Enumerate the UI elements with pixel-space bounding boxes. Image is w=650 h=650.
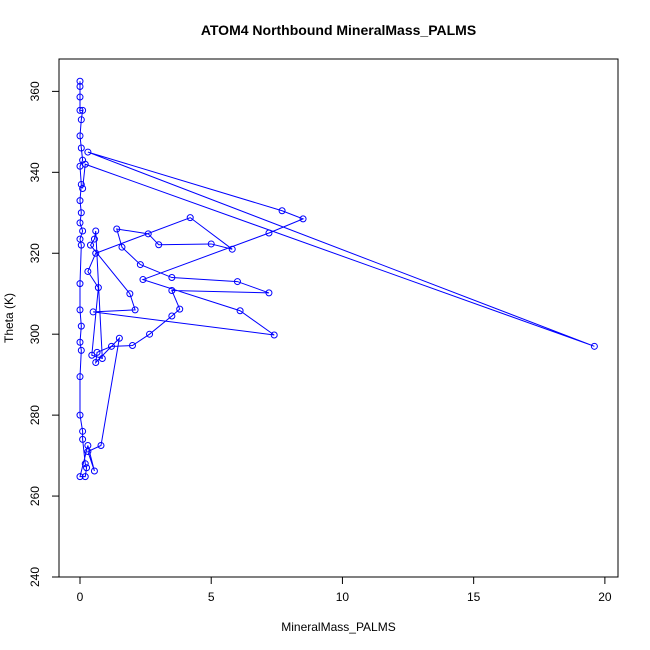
y-tick-label: 340 <box>28 162 42 182</box>
data-point <box>76 411 84 419</box>
data-point <box>76 338 84 346</box>
data-point <box>81 473 89 481</box>
data-point <box>83 464 91 472</box>
x-axis-label: MineralMass_PALMS <box>281 620 395 634</box>
data-point <box>97 441 105 449</box>
data-point <box>79 106 87 114</box>
data-point <box>168 274 176 282</box>
data-point <box>79 185 87 192</box>
data-point <box>84 148 92 156</box>
data-point <box>76 197 84 205</box>
data-point <box>207 240 215 248</box>
x-tick-label: 10 <box>336 590 350 604</box>
data-point <box>139 276 147 284</box>
data-point <box>76 83 84 91</box>
data-point <box>144 230 152 238</box>
data-point <box>168 312 176 320</box>
data-point <box>77 144 85 152</box>
data-point <box>84 448 92 456</box>
data-point <box>115 334 123 342</box>
data-point <box>113 225 121 233</box>
data-point <box>146 330 154 338</box>
data-point <box>76 106 84 114</box>
data-point <box>93 348 101 356</box>
data-point <box>76 132 84 140</box>
x-tick-label: 15 <box>467 590 481 604</box>
x-tick-label: 20 <box>598 590 612 604</box>
data-point <box>94 284 102 292</box>
data-point <box>76 306 84 314</box>
y-tick-label: 260 <box>28 486 42 506</box>
data-point <box>131 306 139 314</box>
data-point <box>228 245 236 253</box>
data-point <box>98 354 106 362</box>
data-point <box>270 331 278 339</box>
y-tick-label: 240 <box>28 567 42 587</box>
y-axis: 240 260 280 300 320 340 360 <box>28 81 60 587</box>
x-axis: 0 5 10 15 20 <box>77 576 612 604</box>
data-point <box>77 180 85 188</box>
y-tick-label: 280 <box>28 405 42 425</box>
data-point <box>128 342 136 350</box>
data-point <box>77 241 85 249</box>
data-point <box>76 219 84 227</box>
data-point <box>79 227 87 235</box>
data-point <box>86 241 94 249</box>
y-tick-label: 300 <box>28 324 42 344</box>
data-point <box>92 359 100 367</box>
y-axis-label: Theta (K) <box>2 293 16 343</box>
data-point <box>186 214 194 222</box>
data-point <box>77 209 85 217</box>
data-point <box>79 435 87 443</box>
data-point <box>126 290 134 298</box>
x-tick-label: 0 <box>77 590 84 604</box>
data-point <box>92 227 100 235</box>
data-point <box>76 93 84 101</box>
data-point <box>88 351 96 359</box>
data-point <box>92 249 100 257</box>
data-point <box>81 460 89 468</box>
plot-area <box>76 77 598 481</box>
data-point <box>278 207 286 215</box>
data-point <box>84 267 92 275</box>
data-point <box>590 342 598 350</box>
data-point <box>79 427 87 435</box>
data-point <box>77 116 85 124</box>
data-point <box>118 243 126 251</box>
data-point <box>299 215 307 223</box>
data-point <box>236 307 244 315</box>
data-point <box>90 235 98 243</box>
data-point <box>155 241 163 249</box>
chart-title: ATOM4 Northbound MineralMass_PALMS <box>201 22 476 38</box>
data-point <box>76 473 84 481</box>
data-point <box>168 286 176 294</box>
data-point <box>265 289 273 297</box>
data-point <box>107 342 115 350</box>
data-point <box>265 229 273 237</box>
data-point <box>176 305 184 313</box>
data-point <box>77 322 85 330</box>
y-tick-label: 360 <box>28 81 42 101</box>
data-point <box>136 261 144 269</box>
data-point <box>76 373 84 381</box>
x-tick-label: 5 <box>208 590 215 604</box>
data-point <box>76 77 84 85</box>
data-point <box>233 278 241 286</box>
data-point <box>76 280 84 288</box>
y-tick-label: 320 <box>28 243 42 263</box>
data-point <box>81 160 89 168</box>
data-point <box>77 346 85 354</box>
data-point <box>89 308 97 316</box>
data-point <box>90 467 98 475</box>
series-line <box>79 81 595 478</box>
